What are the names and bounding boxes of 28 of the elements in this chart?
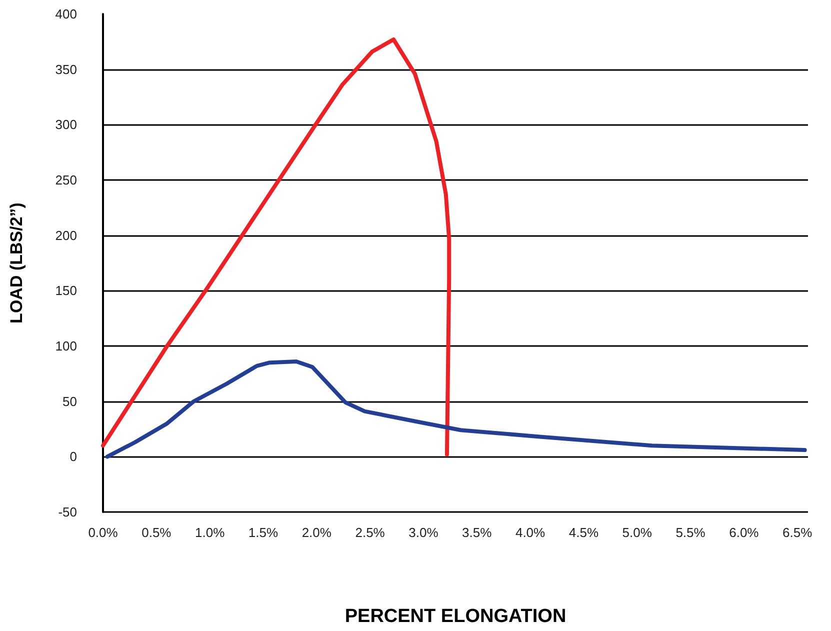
x-tick-label: 3.5% — [462, 525, 492, 540]
y-tick-label: 200 — [55, 228, 77, 243]
x-tick-label: 1.5% — [248, 525, 278, 540]
x-tick-label: 5.0% — [622, 525, 652, 540]
y-tick-label: 50 — [62, 394, 77, 409]
x-tick-label: 5.5% — [676, 525, 706, 540]
y-tick-label: 0 — [70, 449, 77, 464]
x-tick-label: 0.0% — [88, 525, 118, 540]
x-tick-label: 2.5% — [355, 525, 386, 540]
x-tick-label: 2.0% — [302, 525, 332, 540]
x-tick-label: 6.5% — [782, 525, 813, 540]
x-tick-label: 0.5% — [142, 525, 172, 540]
y-tick-label: 250 — [55, 172, 77, 188]
y-tick-label: 150 — [55, 283, 77, 298]
y-tick-label: 400 — [55, 6, 77, 22]
x-axis-title: PERCENT ELONGATION — [344, 606, 566, 627]
x-tick-label: 4.5% — [568, 525, 599, 540]
x-tick-label: 3.0% — [408, 525, 439, 540]
y-tick-label: 350 — [55, 62, 77, 77]
y-tick-label: 300 — [55, 117, 77, 132]
x-tick-label: 1.0% — [195, 525, 226, 540]
y-tick-label: -50 — [58, 504, 77, 520]
y-tick-label: 100 — [55, 338, 77, 354]
line-series — [101, 37, 452, 456]
x-tick-label: 6.0% — [729, 525, 760, 540]
x-tick-label: 4.0% — [515, 525, 546, 540]
y-axis-title: LOAD (LBS/2”) — [7, 202, 26, 324]
line-series — [105, 359, 807, 459]
